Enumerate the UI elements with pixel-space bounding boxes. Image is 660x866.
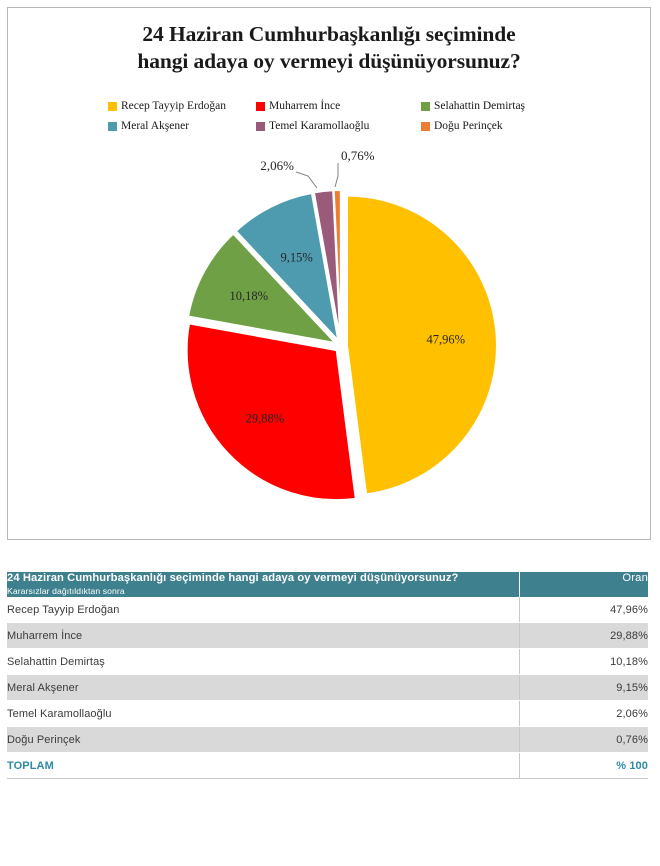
table-cell-ratio: 2,06% — [519, 700, 648, 727]
table-cell-ratio: 9,15% — [519, 674, 648, 701]
legend-row-2: Meral Akşener Temel Karamollaoğlu Doğu P… — [108, 116, 578, 136]
pie-slice-meral-akşener — [234, 191, 340, 344]
chart-panel: 24 Haziran Cumhurbaşkanlığı seçiminde ha… — [7, 7, 651, 540]
table-row: Doğu Perinçek 0,76% — [7, 726, 648, 753]
legend-label: Doğu Perinçek — [434, 120, 503, 132]
table-cell-candidate: Muharrem İnce — [7, 622, 520, 649]
table-row: Recep Tayyip Erdoğan 47,96% — [7, 597, 648, 623]
legend-item-meral-aksener: Meral Akşener — [108, 120, 256, 132]
results-table: 24 Haziran Cumhurbaşkanlığı seçiminde ha… — [7, 572, 648, 779]
pie-slices — [185, 188, 498, 502]
table-cell-ratio: 47,96% — [519, 597, 648, 623]
pie-label-doğu-perinçek: 0,76% — [341, 148, 375, 163]
legend-label: Meral Akşener — [121, 120, 190, 132]
pie-label-muharrem-i̇nce: 29,88% — [246, 411, 285, 425]
results-table-head: 24 Haziran Cumhurbaşkanlığı seçiminde ha… — [7, 572, 648, 597]
legend-row-1: Recep Tayyip Erdoğan Muharrem İnce Selah… — [108, 96, 578, 116]
pie-chart: 47,96% 29,88% 10,18% 9,15% 2,06% 0,76% — [8, 8, 652, 541]
pie-chart-svg: 47,96% 29,88% 10,18% 9,15% 2,06% 0,76% — [185, 148, 498, 502]
results-table-foot: TOPLAM % 100 — [7, 752, 648, 779]
pie-label-recep-tayyip-erdoğan: 47,96% — [427, 332, 466, 346]
legend-item-temel-karamollaoglu: Temel Karamollaoğlu — [256, 120, 421, 132]
legend-label: Temel Karamollaoğlu — [269, 120, 370, 132]
legend-swatch-icon — [108, 121, 117, 131]
legend-swatch-icon — [421, 101, 430, 111]
table-cell-candidate: Selahattin Demirtaş — [7, 648, 520, 675]
legend-item-muharrem-ince: Muharrem İnce — [256, 100, 421, 112]
table-cell-ratio: 10,18% — [519, 648, 648, 675]
table-header-subtitle: Kararsızlar dağıtıldıktan sonra — [7, 586, 125, 596]
results-table-body: Recep Tayyip Erdoğan 47,96% Muharrem İnce 2… — [7, 597, 648, 753]
pie-label-selahattin-demirtaş: 10,18% — [230, 289, 269, 303]
table-cell-candidate: Meral Akşener — [7, 674, 520, 701]
pie-slice-doğu-perinçek — [332, 188, 342, 341]
legend-item-dogu-perincek: Doğu Perinçek — [421, 120, 503, 132]
table-row: Temel Karamollaoğlu 2,06% — [7, 700, 648, 727]
legend-swatch-icon — [108, 101, 117, 111]
table-cell-candidate: Temel Karamollaoğlu — [7, 700, 520, 727]
table-total-row: TOPLAM % 100 — [7, 752, 648, 779]
legend-item-selahattin-demirtas: Selahattin Demirtaş — [421, 100, 525, 112]
table-row: Muharrem İnce 29,88% — [7, 622, 648, 649]
pie-slice-selahattin-demirtaş — [186, 232, 339, 345]
pie-value-labels: 47,96% 29,88% 10,18% 9,15% 2,06% 0,76% — [230, 148, 466, 425]
table-total-value: % 100 — [519, 752, 648, 779]
pie-label-meral-akşener: 9,15% — [280, 251, 312, 265]
legend-swatch-icon — [256, 101, 265, 111]
legend-swatch-icon — [421, 121, 430, 131]
table-header-question: 24 Haziran Cumhurbaşkanlığı seçiminde ha… — [7, 572, 459, 584]
chart-title-line-2: hangi adaya oy vermeyi düşünüyorsunuz? — [137, 49, 521, 73]
callout-line-temel-karamollaoglu — [295, 171, 318, 189]
chart-legend: Recep Tayyip Erdoğan Muharrem İnce Selah… — [108, 96, 578, 136]
legend-swatch-icon — [256, 121, 265, 131]
pie-slice-temel-karamollaoğlu — [312, 189, 342, 341]
legend-label: Muharrem İnce — [269, 100, 341, 112]
table-total-label: TOPLAM — [7, 752, 520, 779]
results-table-header-row: 24 Haziran Cumhurbaşkanlığı seçiminde ha… — [7, 572, 648, 597]
legend-label: Recep Tayyip Erdoğan — [121, 100, 227, 112]
table-cell-ratio: 29,88% — [519, 622, 648, 649]
table-row: Selahattin Demirtaş 10,18% — [7, 648, 648, 675]
table-cell-ratio: 0,76% — [519, 726, 648, 753]
table-header-question-cell: 24 Haziran Cumhurbaşkanlığı seçiminde ha… — [7, 572, 520, 597]
pie-slice-recep-tayyip-erdoğan — [345, 194, 498, 496]
table-cell-candidate: Doğu Perinçek — [7, 726, 520, 753]
table-header-ratio: Oran — [519, 572, 648, 597]
legend-item-recep-tayyip-erdogan: Recep Tayyip Erdoğan — [108, 100, 256, 112]
pie-slice-muharrem-i̇nce — [185, 322, 357, 502]
chart-title-line-1: 24 Haziran Cumhurbaşkanlığı seçiminde — [142, 22, 516, 46]
legend-label: Selahattin Demirtaş — [434, 100, 526, 112]
table-row: Meral Akşener 9,15% — [7, 674, 648, 701]
table-cell-candidate: Recep Tayyip Erdoğan — [7, 597, 520, 623]
pie-label-temel-karamollaoğlu: 2,06% — [260, 158, 294, 173]
chart-title: 24 Haziran Cumhurbaşkanlığı seçiminde ha… — [8, 21, 650, 75]
callout-line-dogu-perincek — [334, 163, 339, 188]
pie-callout-lines — [295, 163, 339, 189]
